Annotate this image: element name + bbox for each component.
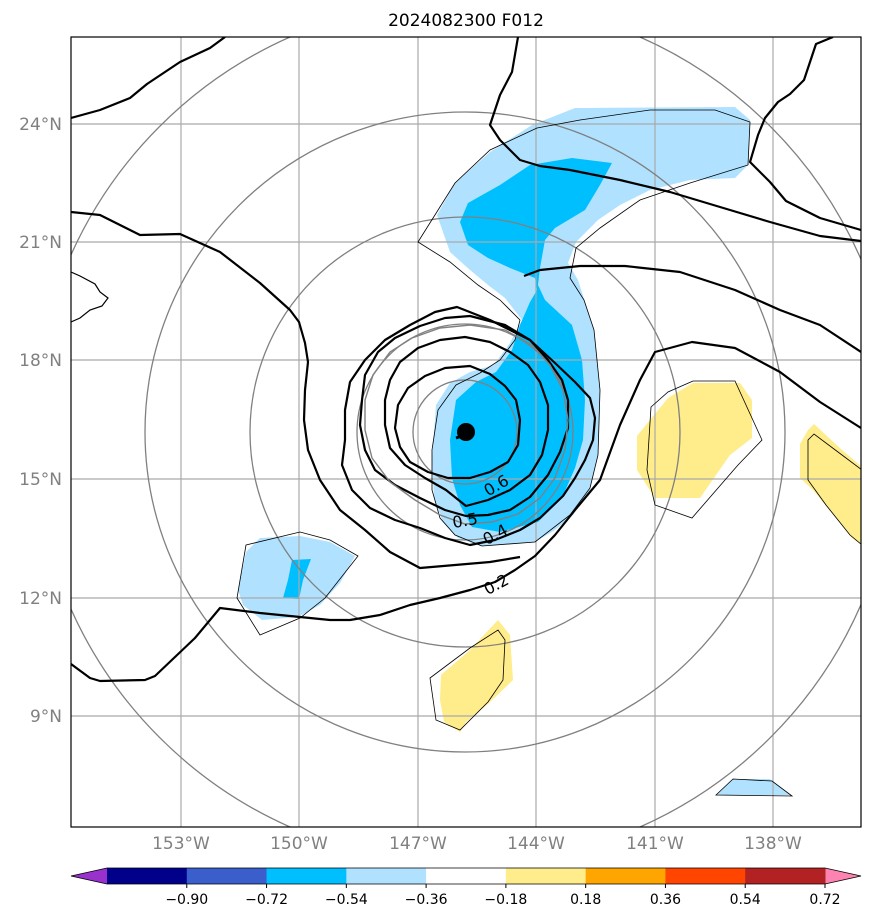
colorbar-tick-label: −0.36: [405, 892, 448, 908]
lat-label: 21°N: [19, 233, 62, 253]
secondary-contours: [364, 324, 569, 525]
colorbar-outline: [70, 867, 862, 885]
lon-label: 150°W: [270, 834, 328, 854]
thin-outlines: [236, 109, 861, 797]
lon-label: 144°W: [507, 834, 565, 854]
storm-center-marker: [455, 423, 475, 441]
colorbar-tick-label: 0.72: [809, 892, 840, 908]
longitude-labels: 153°W 150°W 147°W 144°W 141°W 138°W: [152, 834, 802, 854]
map-frame: [70, 36, 862, 828]
lat-label: 24°N: [19, 115, 62, 135]
map-area: 0.6 0.5 0.4 0.2: [71, 37, 861, 827]
colorbar-tick-label: −0.90: [165, 892, 208, 908]
colorbar-segment: [107, 868, 188, 884]
colorbar-segment: [745, 868, 826, 884]
shaded-light-yellow: [440, 383, 861, 732]
colorbar-tick-label: 0.54: [730, 892, 761, 908]
map-title: 2024082300 F012: [388, 11, 544, 31]
colorbar: −0.90 −0.72 −0.54 −0.36 −0.18 0.18 0.36 0.54 0.7…: [70, 867, 862, 908]
height-contours: [71, 37, 861, 683]
colorbar-extend-high: [825, 868, 861, 884]
colorbar-segment: [426, 868, 507, 884]
colorbar-tick-label: 0.18: [570, 892, 601, 908]
colorbar-tick-label: −0.18: [484, 892, 527, 908]
colorbar-segment: [346, 868, 427, 884]
lon-label: 153°W: [152, 834, 210, 854]
colorbar-extend-low: [71, 868, 107, 884]
latitude-labels: 24°N 21°N 18°N 15°N 12°N 9°N: [19, 115, 62, 727]
colorbar-segment: [505, 868, 587, 884]
lat-label: 12°N: [19, 589, 62, 609]
lon-label: 138°W: [744, 834, 802, 854]
colorbar-segment: [585, 868, 666, 884]
range-rings: [71, 37, 861, 827]
lat-label: 15°N: [19, 470, 62, 490]
colorbar-tick-label: 0.36: [650, 892, 681, 908]
coastline: [71, 271, 109, 323]
colorbar-tick-label: −0.54: [325, 892, 368, 908]
colorbar-segment: [665, 868, 746, 884]
colorbar-tick-label: −0.72: [245, 892, 288, 908]
colorbar-segment: [186, 868, 268, 884]
contour-label-0-5: 0.5: [451, 509, 479, 532]
lat-label: 9°N: [30, 707, 62, 727]
lon-label: 147°W: [389, 834, 447, 854]
colorbar-segment: [266, 868, 347, 884]
lon-label: 141°W: [626, 834, 684, 854]
lat-label: 18°N: [19, 351, 62, 371]
